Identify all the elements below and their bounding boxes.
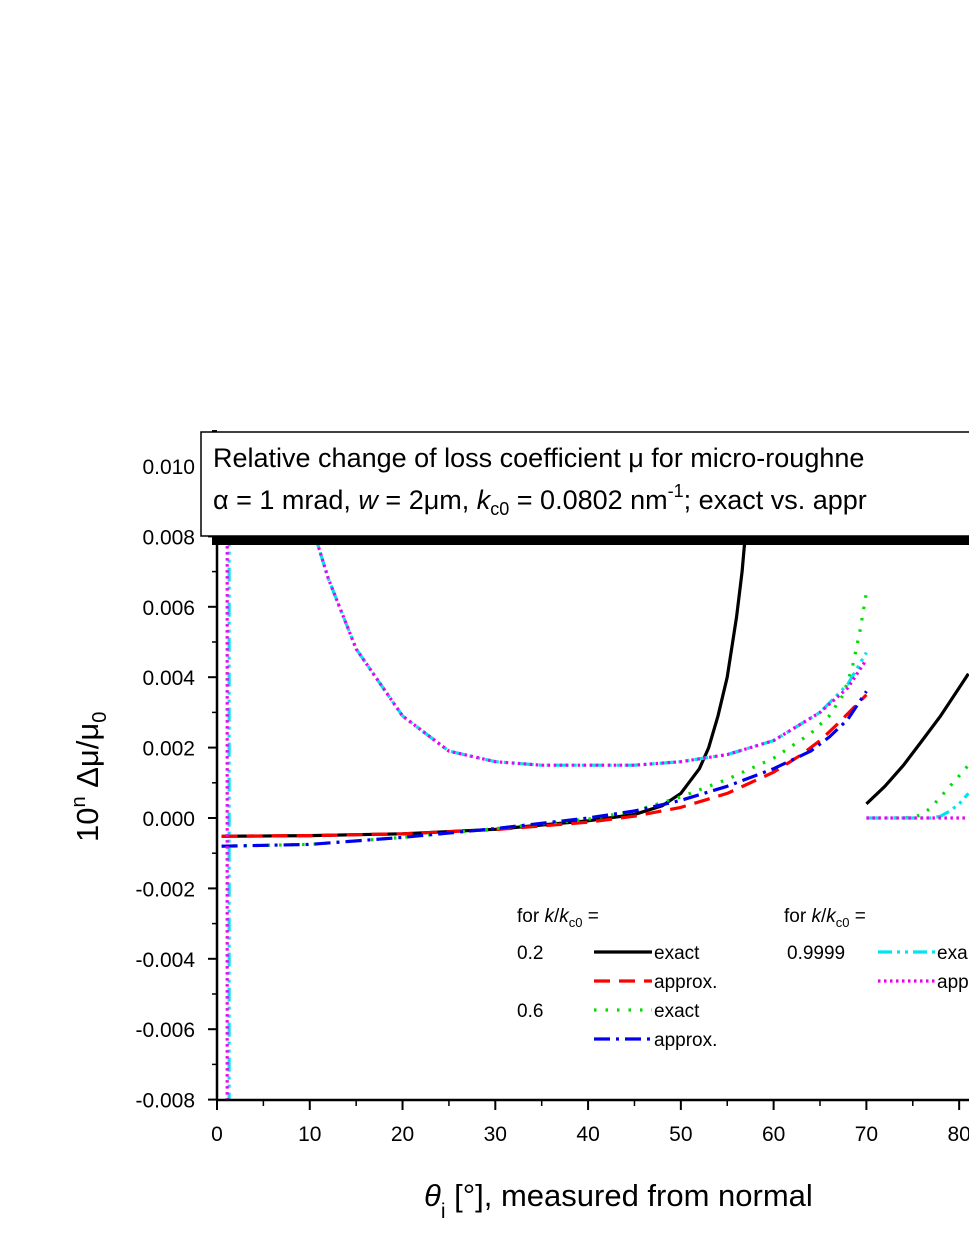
y-tick-label: 0.002 bbox=[142, 738, 195, 761]
legend-header-left: for k/kc0 = bbox=[517, 906, 599, 930]
legend-header-right-k2: k bbox=[826, 906, 837, 927]
legend-label-approx-0-2: approx. bbox=[654, 972, 717, 993]
y-tick-label: -0.008 bbox=[135, 1090, 195, 1113]
legend-label-exact-0-6: exact bbox=[654, 1001, 700, 1022]
legend-group-0-9999: 0.9999 bbox=[787, 943, 845, 964]
x-tick-label: 20 bbox=[391, 1123, 414, 1146]
x-axis-label: θi [°], measured from normal bbox=[424, 1178, 813, 1223]
x-tick-label: 70 bbox=[855, 1123, 878, 1146]
series-exact-06-line bbox=[894, 764, 969, 820]
x-ticks: 0 10 20 30 40 50 60 70 80 bbox=[211, 1100, 969, 1146]
x-tick-label: 60 bbox=[762, 1123, 785, 1146]
chart-subtitle: α = 1 mrad, w = 2μm, kc0 = 0.0802 nm-1; … bbox=[213, 481, 867, 519]
y-tick-label: 0.008 bbox=[142, 526, 195, 549]
y-axis-label-mid: Δμ/μ bbox=[70, 723, 105, 797]
x-axis-label-theta: θ bbox=[424, 1178, 441, 1213]
y-axis-label-exp: n bbox=[68, 796, 90, 807]
series-exact-02-line bbox=[221, 518, 749, 838]
y-axis-label-sub: 0 bbox=[89, 712, 111, 723]
y-tick-label: -0.004 bbox=[135, 949, 195, 972]
series-exact-02-line bbox=[865, 672, 969, 806]
series-exact-06-line bbox=[221, 592, 868, 848]
y-tick-label: 0.000 bbox=[142, 808, 195, 831]
legend-label-exact-0-2: exact bbox=[654, 943, 700, 964]
x-tick-label: 80 bbox=[947, 1123, 969, 1146]
x-tick-label: 0 bbox=[211, 1123, 223, 1146]
series-approx-09999-line bbox=[308, 518, 868, 767]
title-box-frame bbox=[200, 431, 969, 537]
legend-header-right-post: = bbox=[849, 906, 865, 927]
subtitle-part-2: = 2μm, bbox=[378, 485, 477, 515]
x-tick-label: 10 bbox=[298, 1123, 321, 1146]
subtitle-c0: c0 bbox=[490, 499, 509, 519]
subtitle-k: k bbox=[477, 485, 492, 515]
legend-group-0-2: 0.2 bbox=[517, 943, 543, 964]
y-tick-label: 0.010 bbox=[142, 456, 195, 479]
legend: for k/kc0 = for k/kc0 = 0.2 0.6 0.9999 e… bbox=[517, 906, 969, 1051]
legend-header-left-post: = bbox=[582, 906, 598, 927]
subtitle-part-1: α = 1 mrad, bbox=[213, 485, 358, 515]
legend-label-approx-0-6: approx. bbox=[654, 1030, 717, 1051]
y-tick-label: -0.006 bbox=[135, 1019, 195, 1042]
x-axis-label-sub: i bbox=[441, 1200, 446, 1223]
legend-header-right-pre: for bbox=[784, 906, 811, 927]
y-axis-label-pre: 10 bbox=[70, 808, 105, 842]
subtitle-part-3: = 0.0802 nm bbox=[509, 485, 667, 515]
x-tick-label: 40 bbox=[576, 1123, 599, 1146]
legend-group-0-6: 0.6 bbox=[517, 1001, 543, 1022]
legend-header-left-k2: k bbox=[559, 906, 570, 927]
subtitle-w: w bbox=[358, 485, 379, 515]
y-axis-label: 10n Δμ/μ0 bbox=[68, 712, 111, 842]
x-tick-label: 50 bbox=[669, 1123, 692, 1146]
chart-title: Relative change of loss coefficient μ fo… bbox=[213, 443, 864, 473]
subtitle-part-4: ; exact vs. appr bbox=[684, 485, 867, 515]
subtitle-exp: -1 bbox=[668, 481, 684, 501]
x-axis-label-rest: [°], measured from normal bbox=[446, 1178, 813, 1213]
legend-header-left-slash: / bbox=[554, 906, 560, 927]
y-tick-label: 0.006 bbox=[142, 597, 195, 620]
legend-header-left-sub: c0 bbox=[569, 915, 583, 930]
title-box: Relative change of loss coefficient μ fo… bbox=[200, 431, 969, 545]
legend-header-right: for k/kc0 = bbox=[784, 906, 866, 930]
x-tick-label: 30 bbox=[484, 1123, 507, 1146]
legend-header-right-k: k bbox=[811, 906, 822, 927]
legend-header-left-pre: for bbox=[517, 906, 544, 927]
title-box-bottom-bar bbox=[212, 536, 969, 545]
legend-header-right-sub: c0 bbox=[836, 915, 850, 930]
y-tick-label: -0.002 bbox=[135, 878, 195, 901]
series-approx-02-line bbox=[221, 693, 868, 838]
y-ticks: -0.008 -0.006 -0.004 -0.002 0.000 0.002 0.004 0… bbox=[135, 430, 217, 1113]
legend-header-right-slash: / bbox=[821, 906, 827, 927]
legend-label-exact-0-9999: exa bbox=[937, 943, 968, 964]
legend-header-left-k: k bbox=[544, 906, 555, 927]
series-approx-06-line bbox=[221, 690, 868, 848]
series-exact-09999-line bbox=[308, 518, 868, 767]
y-tick-label: 0.004 bbox=[142, 667, 195, 690]
legend-label-approx-0-9999: app bbox=[937, 972, 969, 993]
